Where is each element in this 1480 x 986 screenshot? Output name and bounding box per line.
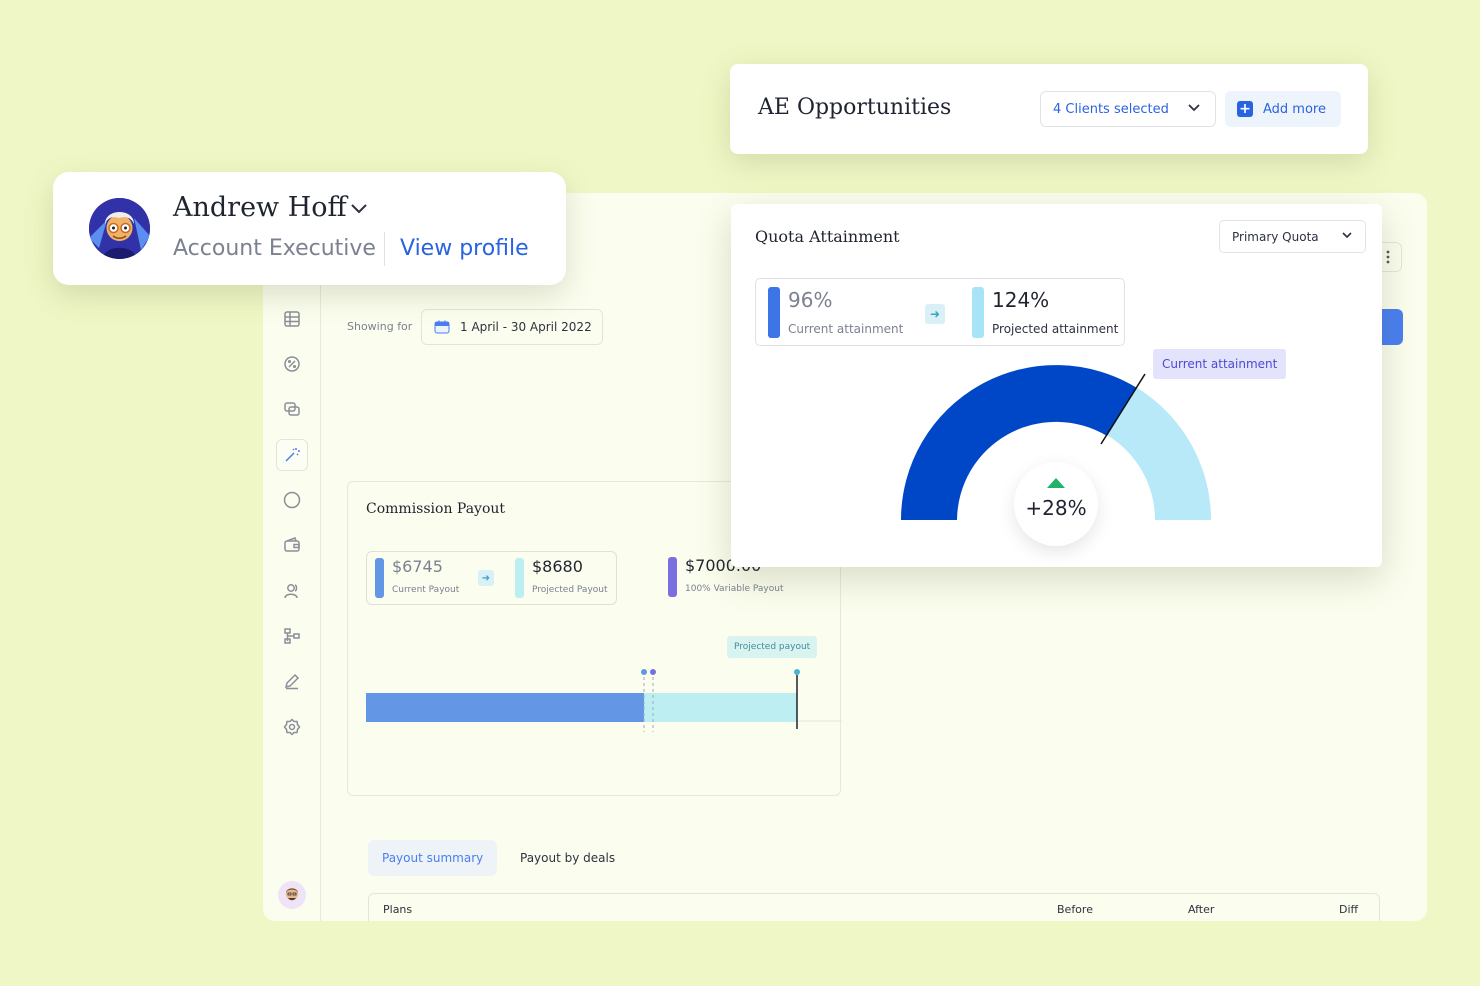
circle-icon [283,491,301,509]
current-attainment-tag: Current attainment [1153,349,1287,379]
sidebar-item-circle[interactable] [276,484,308,516]
avatar-illustration [89,198,150,259]
payout-progress-chart [366,669,842,732]
attainment-summary-box: 96% Current attainment ➜ 124% Projected … [755,278,1125,346]
projected-payout-bar [515,558,524,598]
date-range-text: 1 April - 30 April 2022 [460,320,592,334]
quota-attainment-card: Quota Attainment Primary Quota 96% Curre… [731,204,1382,567]
sidebar-item-table[interactable] [276,303,308,335]
variable-payout-label: 100% Variable Payout [685,584,784,594]
percent-icon [284,356,300,372]
opportunities-title: AE Opportunities [758,95,952,120]
settings-icon [283,718,301,736]
projected-payout-value: $8680 [532,557,583,576]
current-payout-bar [375,558,384,598]
commission-payout-title: Commission Payout [366,501,506,517]
avatar[interactable] [89,198,150,259]
gauge-marker [1100,373,1146,445]
column-after: After [1188,903,1215,916]
quota-gauge [901,365,1211,520]
projected-attainment-label: Projected attainment [992,322,1119,336]
view-profile-link[interactable]: View profile [400,236,529,261]
sidebar-item-org[interactable] [276,620,308,652]
chevron-down-icon [1188,104,1200,112]
trend-up-icon [1047,478,1065,488]
sidebar-avatar[interactable] [278,881,306,909]
sidebar-item-chat[interactable] [276,393,308,425]
pen-icon [284,673,300,690]
avatar-icon [286,888,298,901]
column-plans: Plans [383,903,413,916]
column-before: Before [1057,903,1093,916]
projected-payout-label: Projected Payout [532,585,608,595]
tab-payout-summary[interactable]: Payout summary [368,840,498,876]
user-profile-card: Andrew Hoff Account Executive View profi… [53,172,566,285]
current-attainment-label: Current attainment [788,322,904,336]
showing-for-label: Showing for [347,320,413,333]
user-icon [284,584,298,599]
clients-select-value: 4 Clients selected [1053,101,1169,117]
projected-attainment-bar [972,287,984,338]
arrow-right-icon: ➜ [925,304,945,324]
current-payout-label: Current Payout [392,585,460,595]
current-attainment-value: 96% [788,288,833,312]
org-chart-icon [284,628,300,644]
plus-icon: + [1237,101,1253,117]
opportunities-card: AE Opportunities 4 Clients selected + Ad… [730,64,1368,154]
magic-wand-icon [285,448,300,462]
date-range-picker[interactable]: 1 April - 30 April 2022 [421,309,603,345]
table-icon [284,311,300,327]
divider [384,232,385,266]
projected-payout-tag: Projected payout [727,636,818,658]
arrow-right-icon: ➜ [478,570,494,586]
payout-table-header: Plans Before After Diff [368,893,1380,921]
user-role: Account Executive [173,236,376,261]
payout-summary-box: $6745 Current Payout ➜ $8680 Projected P… [366,551,617,605]
quota-type-select[interactable]: Primary Quota [1219,220,1366,253]
change-badge: +28% [1014,462,1098,546]
projected-payout-segment [644,693,797,722]
sidebar-item-magic[interactable] [276,439,308,471]
sidebar-item-users[interactable] [276,575,308,607]
kebab-icon [1386,250,1390,264]
column-diff: Diff [1339,903,1359,916]
wallet-icon [284,537,300,552]
clients-select[interactable]: 4 Clients selected [1040,91,1216,127]
chevron-down-icon[interactable] [350,203,368,215]
sidebar [263,193,321,921]
gauge-current-arc [901,365,1137,520]
variable-payout-bar [668,557,677,597]
commission-payout-card: Commission Payout $6745 Current Payout ➜… [347,481,842,796]
projected-attainment-value: 124% [992,288,1050,312]
sidebar-item-wallet[interactable] [276,529,308,561]
sidebar-item-percent[interactable] [276,348,308,380]
sidebar-item-settings[interactable] [276,711,308,743]
quota-type-value: Primary Quota [1232,229,1319,244]
chat-icon [284,402,300,416]
tab-payout-by-deals[interactable]: Payout by deals [520,851,616,865]
current-attainment-bar [768,287,780,338]
current-payout-segment [366,693,644,722]
add-more-button[interactable]: + Add more [1225,91,1341,127]
add-more-label: Add more [1263,101,1326,117]
sidebar-item-pen[interactable] [276,665,308,697]
chevron-down-icon [1342,232,1352,239]
change-value: +28% [1025,496,1087,520]
current-payout-value: $6745 [392,557,443,576]
quota-title: Quota Attainment [755,227,900,246]
calendar-icon [434,320,450,334]
user-name: Andrew Hoff [173,192,347,223]
